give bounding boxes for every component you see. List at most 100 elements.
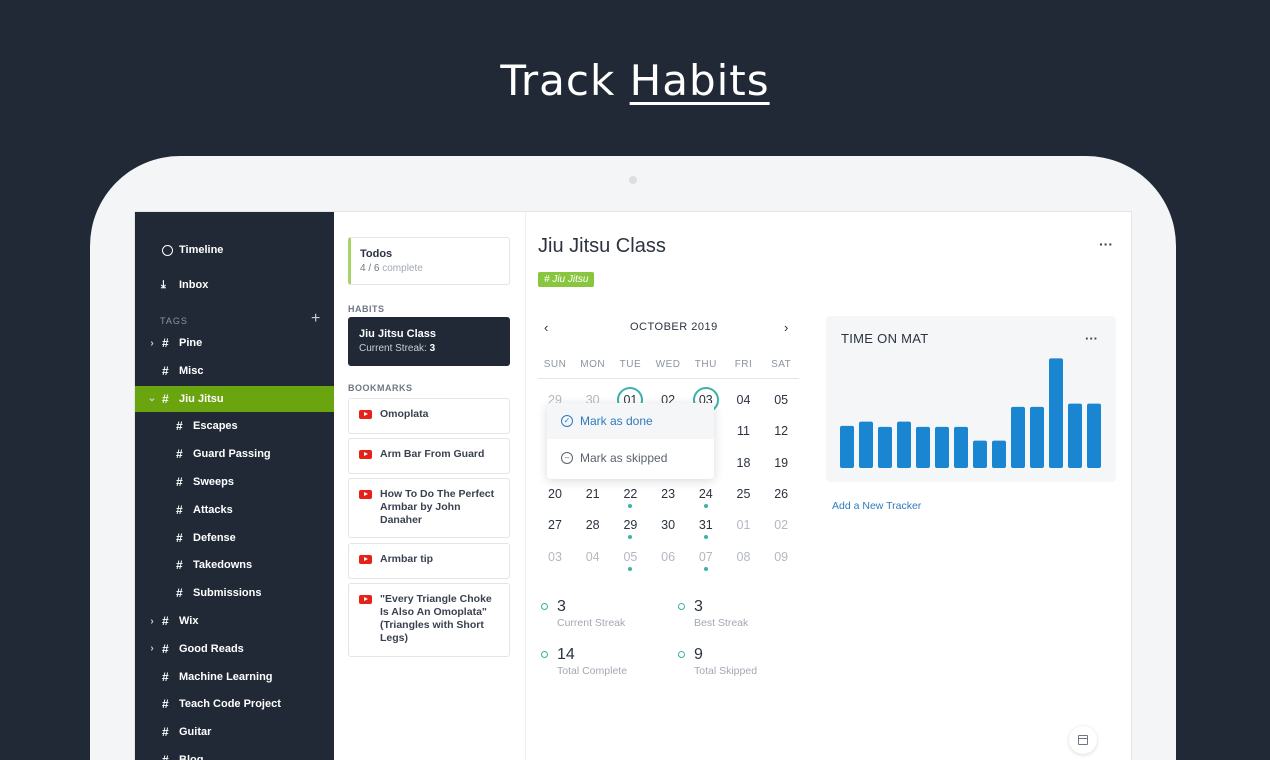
sidebar-tag-item[interactable]: # Machine Learning [135,664,334,690]
sidebar-tag-item[interactable]: # Takedowns [135,552,334,578]
mark-skipped-option[interactable]: – Mark as skipped [547,440,714,476]
mark-done-option[interactable]: ✓ Mark as done [547,403,714,439]
calendar-day[interactable]: 07 [687,544,725,571]
stat-value: 3 [694,598,703,615]
chevron-right-icon[interactable]: › [150,337,154,349]
activity-dot-icon [628,566,633,571]
calendar-day[interactable]: 09 [762,544,800,570]
add-tracker-link[interactable]: Add a New Tracker [832,500,922,512]
app-screen: Timeline ⤓ Inbox TAGS + › # Pine # Misc ⌄ # Jiu… [135,212,1131,760]
youtube-icon [359,490,372,499]
day-number: 11 [737,424,750,439]
stat-bullet-icon [678,651,685,658]
todos-suffix: complete [382,263,423,274]
activity-dot-icon [703,566,708,571]
calendar-divider [538,378,799,379]
add-tag-button[interactable]: + [311,310,321,327]
tag-badge[interactable]: # Jiu Jitsu [538,272,595,287]
calendar-day[interactable]: 29 [611,512,649,540]
calendar-day[interactable]: 23 [649,481,687,507]
calendar-day[interactable]: 24 [687,481,725,508]
calendar-day[interactable]: 26 [762,481,800,507]
sidebar: Timeline ⤓ Inbox TAGS + › # Pine # Misc ⌄ # Jiu… [135,212,334,760]
calendar-day[interactable]: 03 [536,544,574,570]
calendar-day[interactable]: 04 [725,387,763,413]
chart-bar [1068,403,1082,468]
sidebar-tag-item[interactable]: # Attacks [135,497,334,523]
sidebar-item-timeline[interactable]: Timeline [135,237,334,263]
chart-bar [992,440,1006,468]
sidebar-tag-item[interactable]: # Blog [135,747,334,760]
bookmark-card[interactable]: "Every Triangle Choke Is Also An Omoplat… [348,583,510,657]
calendar-day[interactable]: 30 [649,512,687,538]
bookmarks-heading: BOOKMARKS [348,383,413,393]
sidebar-tag-item[interactable]: › # Good Reads [135,636,334,662]
hash-icon: # [176,475,183,489]
chart-bar [1030,406,1044,468]
calendar-day[interactable]: 11 [725,418,763,444]
hash-icon: # [176,586,183,601]
sidebar-item-label: Teach Code Project [179,698,281,711]
more-options-button[interactable]: ··· [1099,236,1113,252]
todos-card[interactable]: Todos 4 / 6 complete [348,237,510,285]
calendar-day[interactable]: 27 [536,512,574,538]
calendar-day[interactable]: 05 [762,387,800,413]
day-number: 31 [698,518,713,533]
weekday-label: WED [655,359,681,370]
prev-month-button[interactable]: ‹ [544,320,549,335]
mark-done-label: Mark as done [580,414,653,428]
sidebar-tag-item[interactable]: # Sweeps [135,469,334,495]
todos-progress: 4 / 6 complete [360,263,423,274]
calendar-day[interactable]: 02 [762,512,800,538]
bookmark-card[interactable]: Armbar tip [348,543,510,579]
chart-bar [1049,358,1063,468]
sidebar-tag-item[interactable]: › # Wix [135,608,334,634]
hash-icon: # [176,447,183,462]
bookmark-card[interactable]: How To Do The Perfect Armbar by John Dan… [348,478,510,538]
day-action-menu: ✓ Mark as done – Mark as skipped [547,403,714,479]
tracker-more-button[interactable]: ··· [1085,331,1098,346]
calendar-day[interactable]: 04 [574,544,612,570]
layout-icon [1078,735,1088,745]
sidebar-item-inbox[interactable]: ⤓ Inbox [135,272,334,298]
chevron-right-icon[interactable]: › [150,643,154,655]
sidebar-tag-item[interactable]: › # Pine [135,330,334,356]
sidebar-item-label: Attacks [193,503,233,516]
sidebar-tag-item[interactable]: # Teach Code Project [135,691,334,717]
calendar-day[interactable]: 20 [536,481,574,507]
day-number: 25 [736,486,751,501]
sidebar-tag-item[interactable]: # Misc [135,358,334,384]
bookmark-card[interactable]: Arm Bar From Guard [348,438,510,474]
hash-icon: # [176,558,183,573]
calendar-day[interactable]: 25 [725,481,763,507]
headline-emphasis: Habits [629,56,770,105]
day-number: 05 [623,549,638,564]
stat-value: 3 [557,598,566,615]
bookmark-card[interactable]: Omoplata [348,398,510,434]
calendar-day[interactable]: 01 [725,512,763,538]
calendar-day[interactable]: 06 [649,544,687,570]
sidebar-tag-item[interactable]: # Escapes [135,413,334,439]
sidebar-tag-item[interactable]: # Guard Passing [135,441,334,467]
sidebar-tag-item[interactable]: # Submissions [135,580,334,606]
sidebar-item-label: Escapes [193,420,238,433]
calendar-day[interactable]: 08 [725,544,763,570]
calendar-day[interactable]: 18 [725,450,763,476]
calendar-day[interactable]: 05 [611,544,649,571]
next-month-button[interactable]: › [784,320,789,335]
calendar-day[interactable]: 12 [762,418,800,444]
calendar-day[interactable]: 22 [611,481,649,508]
calendar-day[interactable]: 28 [574,512,612,538]
habit-card[interactable]: Jiu Jitsu Class Current Streak: 3 [348,317,510,366]
layout-toggle-button[interactable] [1069,726,1097,754]
sidebar-tag-item[interactable]: # Defense [135,525,334,551]
calendar-day[interactable]: 21 [574,481,612,507]
sidebar-tag-item[interactable]: ⌄ # Jiu Jitsu [135,385,334,412]
sidebar-tag-item[interactable]: # Guitar [135,719,334,745]
day-number: 22 [623,486,638,501]
chevron-right-icon[interactable]: › [150,615,154,627]
chart-bar [878,426,892,468]
calendar-day[interactable]: 19 [762,450,800,476]
calendar-day[interactable]: 31 [687,512,725,540]
chevron-down-icon[interactable]: ⌄ [147,393,157,405]
